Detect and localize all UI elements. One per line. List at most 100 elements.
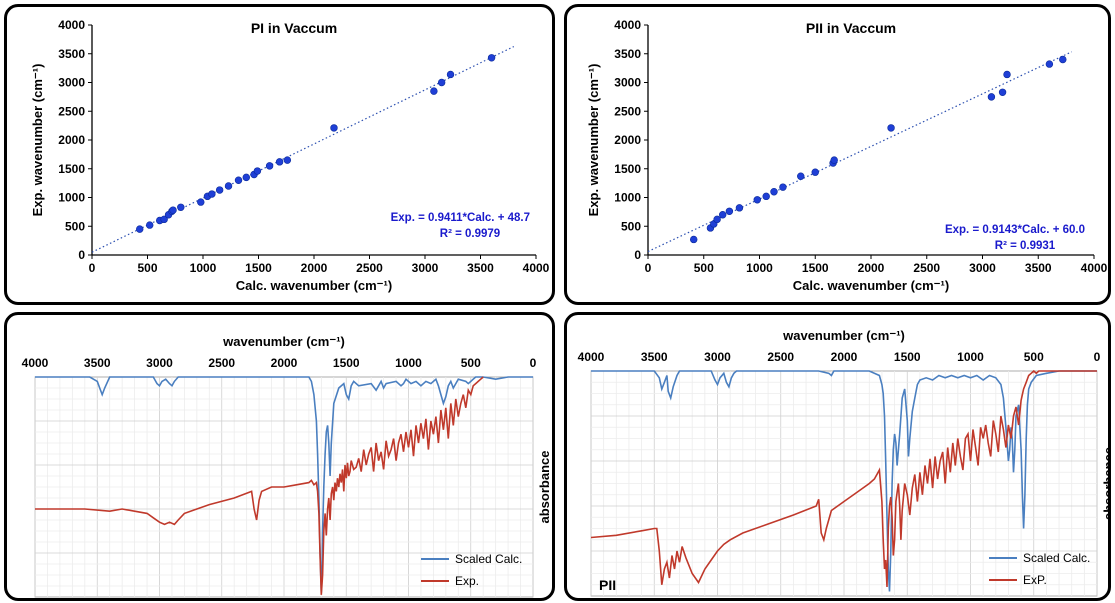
x-tick-label: 500: [137, 261, 157, 275]
data-point: [160, 215, 168, 224]
data-point: [779, 183, 787, 191]
y-tick-label: 2500: [58, 104, 85, 118]
x-tick-label: 3000: [704, 350, 731, 364]
x-tick-label: 0: [1094, 350, 1101, 364]
x-axis-title: wavenumber (cm⁻¹): [782, 328, 905, 343]
series-line-calc: [591, 370, 1097, 592]
y-tick-label: 500: [621, 219, 641, 233]
spectrum-chart-pii: 4000 3500 3000 2500 2000 1500 1000 500 0 wavenumb…: [578, 328, 1108, 597]
y-tick-label: 3000: [58, 76, 85, 90]
data-point: [197, 198, 205, 206]
data-point: [1003, 70, 1011, 79]
x-tick-label: 1500: [333, 356, 360, 370]
x-tick-label: 1000: [957, 350, 984, 364]
chart-title: PI in Vaccum: [251, 20, 337, 36]
x-tick-label: 2500: [356, 261, 383, 275]
y-tick-label: 1500: [58, 162, 85, 176]
data-point: [690, 235, 698, 244]
data-point: [725, 207, 734, 216]
y-tick-label: 4000: [614, 18, 641, 32]
y-tick-label: 1000: [58, 191, 85, 205]
panel-label: PII: [599, 577, 616, 593]
x-tick-label: 4000: [1081, 261, 1108, 275]
x-tick-label: 500: [1024, 350, 1044, 364]
x-tick-label: 0: [530, 356, 537, 370]
x-tick-label: 4000: [523, 261, 550, 275]
y-axis-title: absorbance: [1101, 447, 1108, 520]
data-point: [887, 124, 895, 132]
x-tick-label: 2000: [858, 261, 885, 275]
x-tick-label: 500: [461, 356, 481, 370]
x-tick-label: 1500: [894, 350, 921, 364]
data-point: [330, 124, 338, 132]
data-point: [1045, 60, 1054, 68]
x-tick-label: 2000: [301, 261, 328, 275]
x-tick-label: 3500: [84, 356, 111, 370]
data-point: [253, 167, 262, 175]
x-tick-label: 2000: [831, 350, 858, 364]
data-point: [719, 211, 727, 219]
x-tick-label: 2500: [913, 261, 940, 275]
panel-pi-vacuum: 0 500 1000 1500 2000 2500 3000 3500 4000 0 500 1000…: [4, 4, 555, 305]
x-tick-label: 0: [645, 261, 652, 275]
y-tick-label: 0: [78, 248, 85, 262]
data-point: [753, 196, 761, 204]
data-point: [446, 70, 455, 79]
x-tick-label: 3000: [969, 261, 996, 275]
x-tick-label: 0: [89, 261, 96, 275]
data-point: [169, 206, 177, 214]
data-point: [215, 186, 224, 194]
y-axis-title: absorbance: [537, 451, 552, 524]
x-tick-label: 1500: [245, 261, 272, 275]
data-point: [762, 192, 770, 201]
x-tick-label: 3500: [467, 261, 494, 275]
x-axis-title: Calc. wavenumber (cm⁻¹): [236, 278, 392, 293]
x-tick-label: 3500: [1025, 261, 1052, 275]
spectrum-chart-pi: 4000 3500 3000 2500 2000 1500 1000 500 0 wavenumb…: [22, 334, 552, 598]
y-axis-title: Exp. wavenumber (cm⁻¹): [30, 64, 45, 217]
x-tick-label: 3500: [641, 350, 668, 364]
y-tick-label: 0: [634, 248, 641, 262]
chart-title: PII in Vaccum: [806, 20, 896, 36]
y-tick-label: 2000: [58, 133, 85, 147]
x-tick-label: 1000: [190, 261, 217, 275]
x-tick-label: 3000: [146, 356, 173, 370]
data-point: [430, 87, 438, 95]
data-point: [987, 93, 996, 101]
y-tick-label: 500: [65, 219, 85, 233]
y-tick-label: 4000: [58, 18, 85, 32]
r-squared-value: R² = 0.9979: [440, 228, 500, 240]
data-point: [811, 168, 819, 176]
regression-equation: Exp. = 0.9143*Calc. + 60.0: [945, 224, 1085, 236]
y-tick-label: 3500: [614, 47, 641, 61]
data-point: [146, 221, 154, 229]
x-tick-label: 1500: [802, 261, 829, 275]
r-squared-value: R² = 0.9931: [995, 240, 1056, 252]
x-tick-label: 2000: [271, 356, 298, 370]
data-point: [998, 88, 1007, 96]
scatter-chart-pi: 0 500 1000 1500 2000 2500 3000 3500 4000 0 500 1000…: [30, 18, 550, 293]
series-line-exp: [35, 376, 484, 595]
data-point: [234, 176, 243, 184]
x-tick-label: 1000: [395, 356, 422, 370]
y-tick-label: 2000: [614, 133, 641, 147]
legend-label: Exp.: [455, 574, 479, 588]
data-point: [770, 188, 778, 196]
data-point: [437, 78, 446, 87]
data-point: [242, 173, 250, 182]
legend-label: Scaled Calc.: [1023, 551, 1090, 565]
legend-label: Scaled Calc.: [455, 552, 522, 566]
panel-pii-vacuum: 0 500 1000 1500 2000 2500 3000 3500 4000 0 500 1000…: [564, 4, 1111, 305]
series-line-exp: [590, 369, 1097, 588]
x-tick-label: 2500: [767, 350, 794, 364]
panel-pi-spectrum: 4000 3500 3000 2500 2000 1500 1000 500 0 wavenumb…: [4, 312, 555, 601]
data-point: [713, 215, 721, 224]
x-tick-label: 4000: [578, 350, 605, 364]
x-axis-title: Calc. wavenumber (cm⁻¹): [793, 278, 949, 293]
scatter-chart-pii: 0 500 1000 1500 2000 2500 3000 3500 4000 0 500 1000…: [586, 18, 1108, 293]
y-tick-label: 3500: [58, 47, 85, 61]
x-tick-label: 4000: [22, 356, 49, 370]
y-axis-title: Exp. wavenumber (cm⁻¹): [586, 64, 601, 217]
data-point: [265, 162, 274, 170]
data-point: [136, 225, 144, 233]
